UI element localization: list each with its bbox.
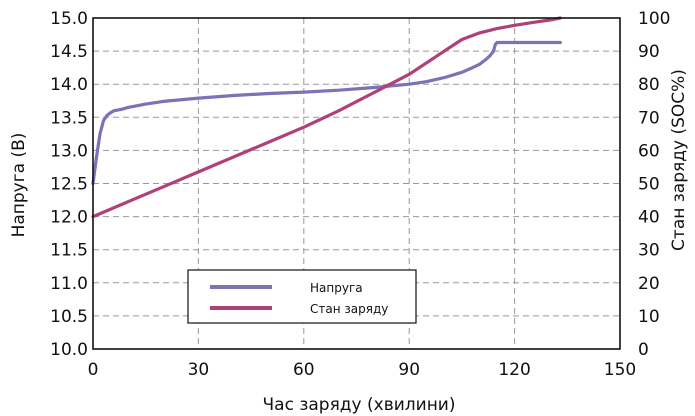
y2-tick-label: 80: [638, 75, 660, 95]
x-axis-title: Час заряду (хвилини): [263, 395, 456, 415]
y2-tick-label: 60: [638, 141, 660, 161]
y-tick-label: 13.5: [50, 108, 88, 128]
plot-frame: [92, 17, 621, 350]
y2-tick-label: 90: [638, 42, 660, 62]
x-tick-label: 150: [604, 360, 636, 380]
legend-box: [187, 269, 417, 324]
y2-tick-label: 50: [638, 175, 660, 195]
y2-tick-label: 20: [638, 274, 660, 294]
y-tick-label: 12.0: [50, 208, 88, 228]
y2-tick-label: 40: [638, 208, 660, 228]
y2-tick-label: 70: [638, 108, 660, 128]
x-tick-label: 120: [498, 360, 530, 380]
y-tick-label: 11.0: [50, 274, 88, 294]
y-tick-label: 10.0: [50, 340, 88, 360]
series-line-soc: [91, 16, 562, 219]
series-layer: [91, 16, 562, 219]
y-tick-label: 14.0: [50, 75, 88, 95]
y2-tick-label: 30: [638, 241, 660, 261]
series-line-voltage: [91, 40, 562, 186]
y-tick-labels: 10.0 10.5 11.0 11.5 12.0 12.5 13.0 13.5 14.0 14.5…: [50, 9, 88, 360]
y2-axis-title: Стан заряду (SOC%): [669, 69, 689, 251]
legend-label-soc: Стан заряду: [310, 302, 388, 316]
y2-tick-label: 100: [638, 9, 670, 29]
x-tick-label: 60: [293, 360, 315, 380]
y-tick-label: 14.5: [50, 42, 88, 62]
x-tick-label: 30: [188, 360, 210, 380]
x-tick-labels: 0 30 60 90 120 150: [88, 360, 637, 380]
x-tick-label: 0: [88, 360, 99, 380]
y2-tick-label: 10: [638, 307, 660, 327]
y-tick-label: 13.0: [50, 141, 88, 161]
y2-tick-label: 0: [638, 340, 649, 360]
y2-tick-labels: 0 10 20 30 40 50 60 70 80 90 100: [638, 9, 670, 360]
x-tick-label: 90: [398, 360, 420, 380]
legend-label-voltage: Напруга: [310, 281, 363, 295]
legend: Напруга Стан заряду: [187, 269, 417, 324]
y-tick-label: 12.5: [50, 175, 88, 195]
y-tick-label: 10.5: [50, 307, 88, 327]
y-axis-title: Напруга (В): [9, 133, 29, 238]
y-tick-label: 15.0: [50, 9, 88, 29]
y-tick-label: 11.5: [50, 241, 88, 261]
